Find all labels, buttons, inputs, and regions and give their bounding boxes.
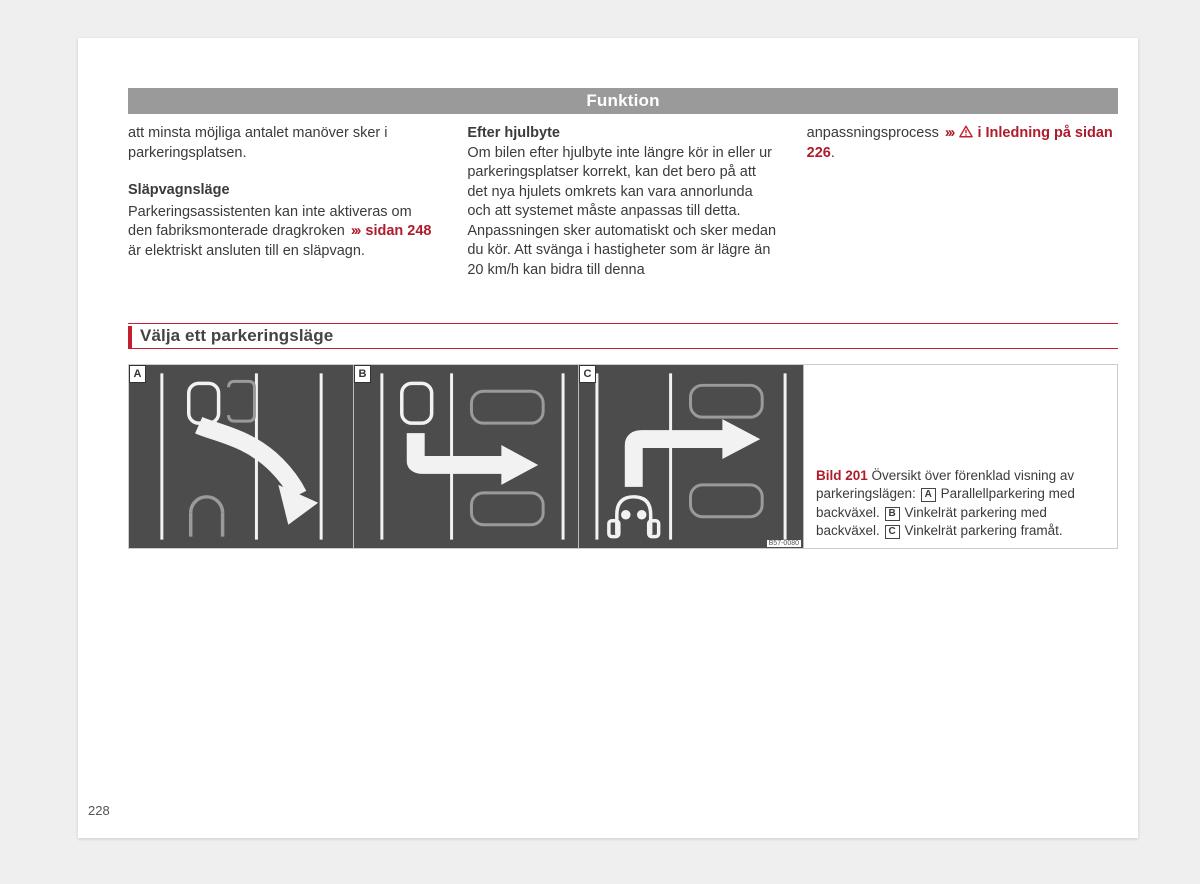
figure-row: A B	[128, 364, 1118, 549]
page-section-title: Funktion	[586, 91, 659, 111]
subsection-header: Välja ett parkeringsläge	[128, 323, 1118, 349]
figure-label-a: A	[129, 365, 146, 383]
paragraph: Parkeringsassistenten kan inte aktiveras…	[128, 203, 439, 262]
text-run: är elektriskt ansluten till en släpvagn.	[128, 243, 365, 259]
accent-tab	[128, 326, 132, 348]
inline-label-c: C	[885, 525, 900, 539]
column-3: anpassningsprocess ››› i Inledning på si…	[807, 124, 1118, 281]
column-1: att minsta möjliga antalet manöver sker …	[128, 124, 439, 281]
inline-label-a: A	[921, 488, 936, 502]
image-id-label: B57-0080	[767, 540, 801, 547]
figure-label-b: B	[354, 365, 371, 383]
xref-arrows-icon: ›››	[351, 223, 360, 239]
parking-diagram-a	[129, 365, 353, 548]
page-section-header: Funktion	[128, 88, 1118, 114]
subsection-title: Välja ett parkeringsläge	[140, 326, 333, 348]
text-run: .	[831, 145, 835, 161]
warning-icon	[959, 125, 973, 138]
figure-panel-b: B	[354, 365, 579, 548]
figure-label-c: C	[579, 365, 596, 383]
body-columns: att minsta möjliga antalet manöver sker …	[128, 124, 1118, 281]
paragraph: Om bilen efter hjulbyte inte längre kör …	[467, 144, 778, 281]
divider	[128, 323, 1118, 324]
subheading: Efter hjulbyte	[467, 124, 778, 144]
figure-caption: Bild 201 Översikt över förenklad visning…	[804, 365, 1117, 548]
caption-text: Vinkelrät parkering framåt.	[901, 523, 1063, 538]
text-run: anpassningsprocess	[807, 125, 943, 141]
figure-panel-a: A	[129, 365, 354, 548]
paragraph: anpassningsprocess ››› i Inledning på si…	[807, 124, 1118, 163]
figure-panel-c: C B57-00	[579, 365, 804, 548]
paragraph: att minsta möjliga antalet manöver sker …	[128, 124, 439, 163]
inline-label-b: B	[885, 507, 900, 521]
column-2: Efter hjulbyte Om bilen efter hjulbyte i…	[467, 124, 778, 281]
page-number: 228	[88, 803, 110, 818]
parking-diagram-b	[354, 365, 578, 548]
xref-arrows-icon: ›››	[945, 125, 954, 141]
subheading: Släpvagnsläge	[128, 181, 439, 201]
figure-number: Bild 201	[816, 468, 868, 483]
page-crossref[interactable]: sidan 248	[365, 223, 431, 239]
subsection-row: Välja ett parkeringsläge	[128, 326, 1118, 349]
parking-diagram-c	[579, 365, 803, 548]
page: Funktion att minsta möjliga antalet manö…	[78, 38, 1138, 838]
